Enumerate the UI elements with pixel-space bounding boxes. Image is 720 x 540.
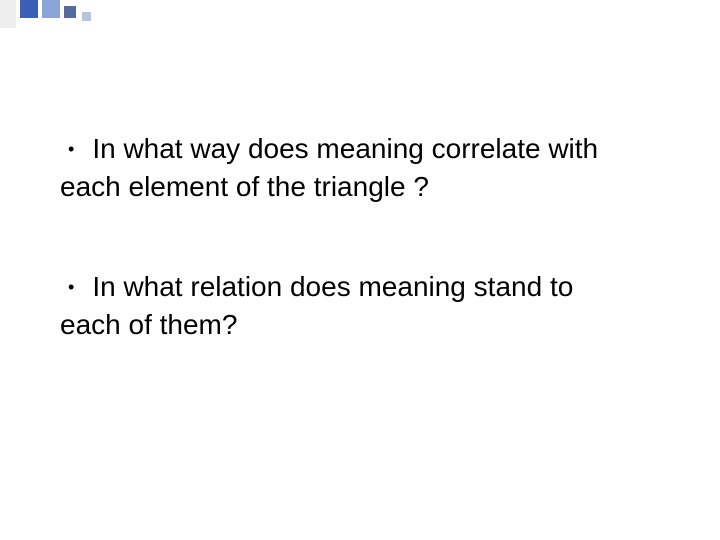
- deco-block-3: [64, 6, 76, 18]
- corner-decoration: [0, 0, 91, 34]
- deco-block-4: [82, 12, 91, 21]
- bullet-marker-icon: •: [68, 268, 74, 306]
- bullet-text-line1: In what relation does meaning stand to: [92, 268, 573, 306]
- bullet-marker-icon: •: [68, 130, 74, 168]
- deco-block-2: [42, 0, 60, 18]
- bullet-item: • In what relation does meaning stand to…: [60, 268, 680, 344]
- deco-stripe: [0, 0, 16, 28]
- bullet-text-line2: each of them?: [60, 306, 680, 344]
- bullet-text-line2: each element of the triangle ?: [60, 168, 680, 206]
- bullet-item: • In what way does meaning correlate wit…: [60, 130, 680, 206]
- slide-content: • In what way does meaning correlate wit…: [60, 130, 680, 406]
- deco-block-1: [20, 0, 38, 18]
- bullet-text-line1: In what way does meaning correlate with: [92, 130, 598, 168]
